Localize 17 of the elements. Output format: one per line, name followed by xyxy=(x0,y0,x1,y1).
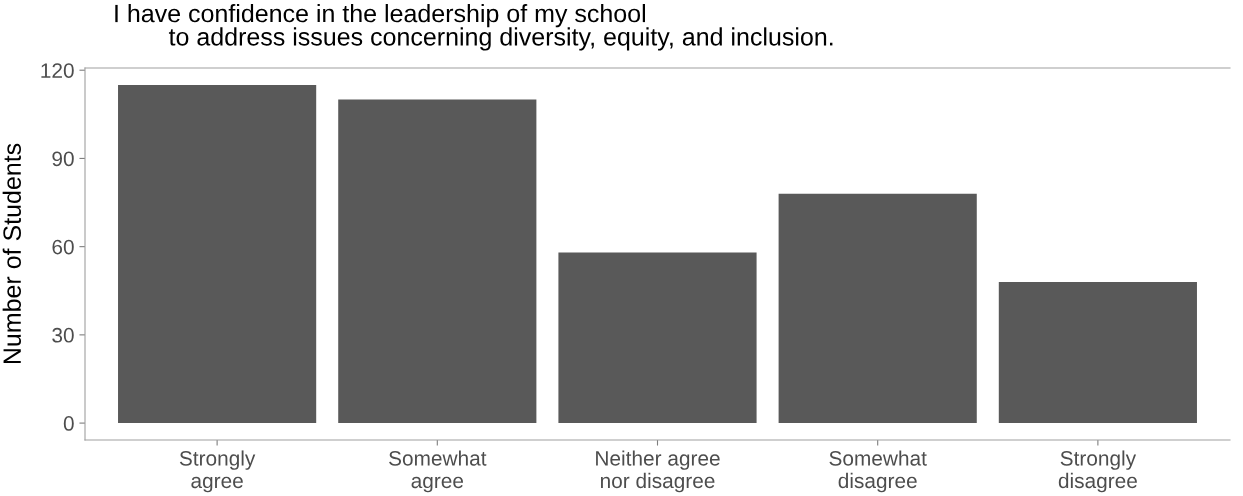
x-tick-label: Somewhat agree xyxy=(389,450,487,493)
x-tick-label: Neither agree nor disagree xyxy=(596,450,720,493)
x-tick-label: Strongly agree xyxy=(179,450,256,493)
x-tick-label: Somewhat disagree xyxy=(829,450,927,493)
chart-title: I have confidence in the leadership of my school to address issues concerning diversity, equity, and inclusion. xyxy=(115,4,833,51)
y-axis-title: Number of Students xyxy=(2,143,21,364)
y-tick-label: 0 xyxy=(63,416,74,431)
bar xyxy=(338,99,537,424)
y-tick-label: 90 xyxy=(52,151,74,167)
y-tick-label: 30 xyxy=(52,327,74,343)
y-tick-label: 60 xyxy=(52,239,74,255)
bar xyxy=(558,252,757,424)
x-tick-label: Strongly disagree xyxy=(1058,450,1137,493)
bar xyxy=(778,193,977,424)
bar xyxy=(998,281,1197,424)
y-tick-label: 120 xyxy=(41,63,74,78)
bar xyxy=(118,84,317,424)
